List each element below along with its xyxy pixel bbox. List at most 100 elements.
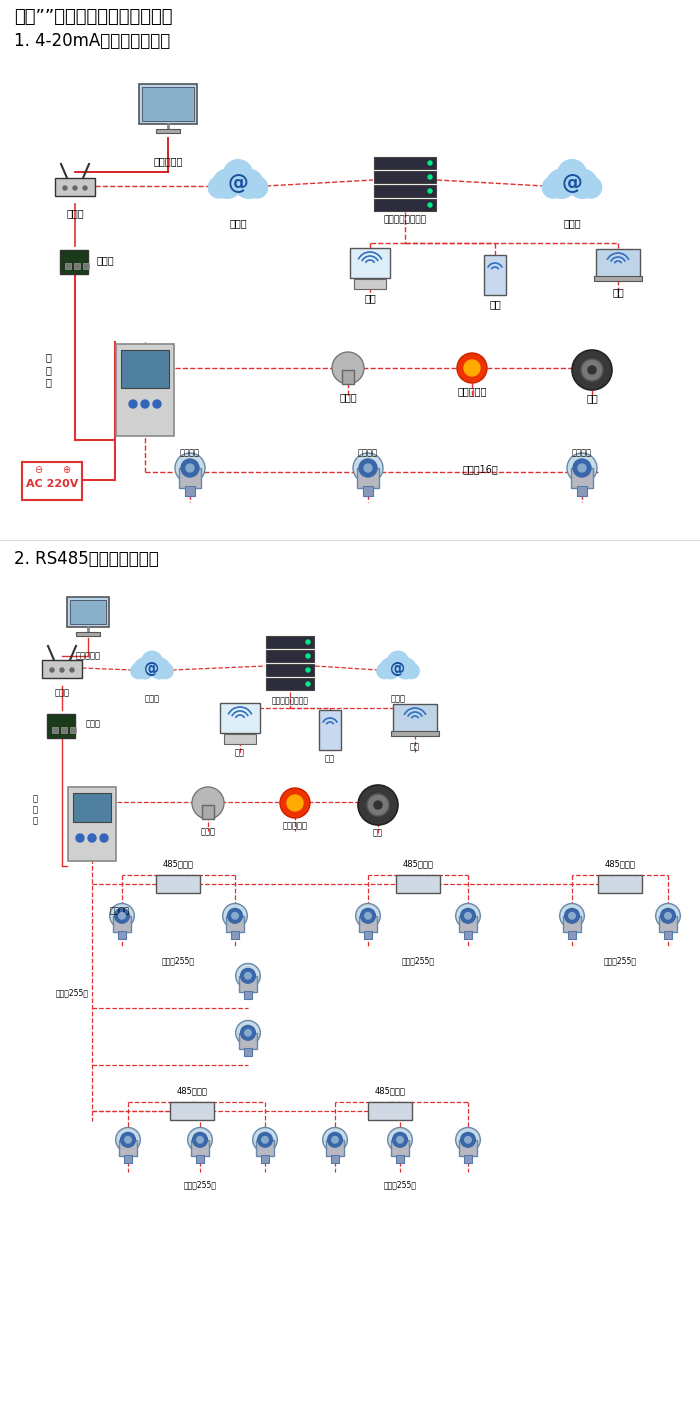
Bar <box>139 84 197 124</box>
Bar <box>374 198 436 211</box>
Circle shape <box>188 1127 212 1152</box>
Circle shape <box>306 654 310 658</box>
Circle shape <box>141 400 149 408</box>
Bar <box>374 172 436 183</box>
Bar <box>42 660 82 678</box>
Bar <box>354 279 386 288</box>
Bar <box>342 370 354 384</box>
Text: 485中继器: 485中继器 <box>176 1086 207 1095</box>
Bar <box>363 485 373 497</box>
Bar <box>142 87 194 121</box>
Circle shape <box>232 913 238 919</box>
Bar <box>52 727 58 733</box>
Bar <box>266 636 314 649</box>
Text: 通
讯
线: 通 讯 线 <box>32 795 38 826</box>
Bar <box>76 632 100 636</box>
Circle shape <box>578 464 586 471</box>
Bar <box>368 1102 412 1120</box>
Bar <box>196 1155 204 1162</box>
Text: 路由器: 路由器 <box>66 208 84 218</box>
Bar <box>119 1140 137 1157</box>
Bar <box>179 469 201 488</box>
Text: 互联网: 互联网 <box>564 218 581 228</box>
Bar <box>326 1140 344 1157</box>
Circle shape <box>245 1030 251 1036</box>
Bar <box>350 248 390 279</box>
Text: 可连接255台: 可连接255台 <box>183 1180 216 1189</box>
Circle shape <box>456 903 480 929</box>
Text: 终端: 终端 <box>612 287 624 297</box>
Bar <box>83 263 89 269</box>
Bar <box>170 1102 214 1120</box>
Bar <box>571 469 593 488</box>
Bar <box>224 734 256 744</box>
Circle shape <box>287 795 303 810</box>
Circle shape <box>428 203 432 207</box>
Circle shape <box>364 464 372 471</box>
Circle shape <box>542 177 564 198</box>
Bar <box>47 713 75 739</box>
Bar <box>239 976 257 992</box>
Circle shape <box>388 1127 412 1152</box>
Text: 可连接255台: 可连接255台 <box>384 1180 416 1189</box>
Circle shape <box>116 1127 140 1152</box>
Bar <box>364 930 372 938</box>
Text: 通
讯
线: 通 讯 线 <box>45 353 51 387</box>
Bar <box>563 916 581 933</box>
Circle shape <box>131 663 146 678</box>
Circle shape <box>76 834 84 841</box>
Bar <box>374 184 436 197</box>
Bar <box>568 930 576 938</box>
Circle shape <box>120 1133 135 1147</box>
Circle shape <box>456 1127 480 1152</box>
Bar <box>22 461 82 499</box>
Circle shape <box>63 186 67 190</box>
Circle shape <box>581 359 603 381</box>
Circle shape <box>141 651 162 673</box>
Text: 互联网: 互联网 <box>229 218 247 228</box>
Circle shape <box>393 1133 407 1147</box>
Circle shape <box>280 788 310 817</box>
Circle shape <box>428 174 432 179</box>
Bar <box>156 875 200 893</box>
Bar <box>266 664 314 675</box>
Circle shape <box>213 169 242 198</box>
Text: 可连接255台: 可连接255台 <box>603 955 636 965</box>
Circle shape <box>395 658 416 678</box>
Circle shape <box>241 1026 256 1040</box>
Text: 路由器: 路由器 <box>55 688 69 696</box>
Circle shape <box>153 400 161 408</box>
Bar <box>68 787 116 861</box>
Bar <box>664 930 672 938</box>
Text: 终端: 终端 <box>410 741 420 751</box>
Bar <box>596 249 640 277</box>
Bar <box>73 794 111 822</box>
Text: 485中继器: 485中继器 <box>374 1086 405 1095</box>
Circle shape <box>356 903 380 929</box>
Circle shape <box>100 834 108 841</box>
Bar <box>70 727 76 733</box>
Bar <box>61 727 67 733</box>
Circle shape <box>465 1137 471 1142</box>
Circle shape <box>367 794 389 816</box>
Circle shape <box>223 903 247 929</box>
Circle shape <box>588 366 596 374</box>
Circle shape <box>73 186 77 190</box>
Bar <box>226 916 244 933</box>
Circle shape <box>353 453 383 483</box>
Text: ⊖: ⊖ <box>34 464 42 476</box>
Bar <box>357 469 379 488</box>
Circle shape <box>209 177 230 198</box>
Bar <box>113 916 131 933</box>
Circle shape <box>661 909 676 923</box>
Circle shape <box>88 834 96 841</box>
Bar <box>266 650 314 663</box>
Circle shape <box>332 1137 338 1142</box>
Bar <box>359 916 377 933</box>
Text: 可连接16个: 可连接16个 <box>462 464 498 474</box>
Bar <box>231 930 239 938</box>
Text: @: @ <box>228 173 248 193</box>
Bar <box>202 805 214 819</box>
Text: 风机: 风机 <box>373 827 383 837</box>
Text: 安帕尔网络服务器: 安帕尔网络服务器 <box>272 696 309 705</box>
